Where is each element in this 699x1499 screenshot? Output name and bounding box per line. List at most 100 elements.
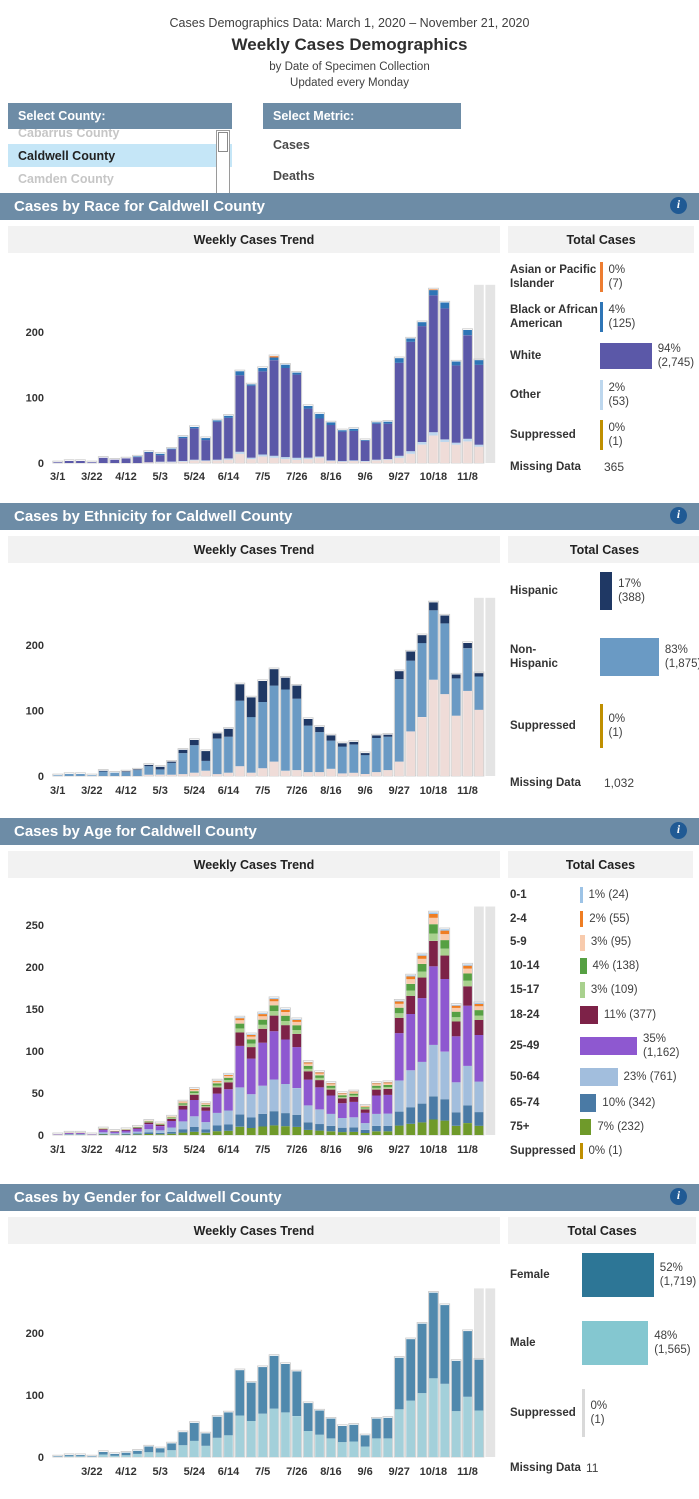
bar-segment-2-4-week-7/5[interactable] <box>258 1014 267 1017</box>
bar-segment-black-or-african-american-week-9/13[interactable] <box>372 422 381 424</box>
bar-segment-hispanic-week-10/25[interactable] <box>440 615 450 624</box>
bar-segment-other-week-5/3[interactable] <box>155 461 165 463</box>
bar-segment-0-1-week-6/21[interactable] <box>235 1017 245 1019</box>
bar-segment-2-4-week-8/30[interactable] <box>349 1091 359 1093</box>
bar-segment-25-49-week-4/5[interactable] <box>110 1131 119 1134</box>
bar-segment-0-1-week-11/8[interactable] <box>463 964 472 966</box>
bar-segment-other-week-8/9[interactable] <box>315 456 324 458</box>
bar-segment-non-hispanic-week-10/4[interactable] <box>406 660 415 732</box>
bar-segment-missing-week-5/24[interactable] <box>190 772 199 777</box>
bar-segment-white-week-4/5[interactable] <box>110 459 119 464</box>
bar-segment-black-or-african-american-week-4/19[interactable] <box>133 456 142 458</box>
bar-segment-50-64-week-6/14[interactable] <box>224 1110 233 1125</box>
bar-segment-10-14-week-9/27[interactable] <box>394 1007 404 1014</box>
bar-segment-75+-week-6/28[interactable] <box>246 1128 256 1136</box>
bar-segment-18-24-week-5/3[interactable] <box>155 1124 165 1127</box>
bar-segment-75+-week-6/21[interactable] <box>235 1126 245 1136</box>
bar-segment-female-week-7/5[interactable] <box>258 1367 267 1414</box>
bar-segment-5-9-week-9/27[interactable] <box>394 1003 404 1008</box>
bar-segment-5-9-week-11/15[interactable] <box>474 1006 484 1011</box>
bar-segment-5-9-week-11/1[interactable] <box>451 1008 461 1012</box>
bar-segment-male-week-6/28[interactable] <box>246 1421 256 1458</box>
bar-segment-65-74-week-7/5[interactable] <box>258 1113 267 1127</box>
bar-segment-black-or-african-american-week-8/2[interactable] <box>303 406 313 409</box>
bar-segment-other-week-9/13[interactable] <box>372 459 381 461</box>
bar-segment-18-24-week-10/18[interactable] <box>429 941 438 967</box>
bar-segment-hispanic-week-9/6[interactable] <box>360 753 370 756</box>
legend-row-0-1[interactable]: 0-1 1% (24) <box>510 887 693 904</box>
bar-segment-missing-week-8/9[interactable] <box>315 772 324 777</box>
bar-segment-missing-week-9/27[interactable] <box>394 457 404 464</box>
bar-segment-hispanic-week-5/17[interactable] <box>178 749 188 754</box>
bar-segment-missing-week-6/21[interactable] <box>235 453 245 464</box>
bar-segment-hispanic-week-11/1[interactable] <box>451 674 461 679</box>
bar-segment-white-week-9/20[interactable] <box>383 423 393 460</box>
bar-segment-white-week-7/12[interactable] <box>269 360 279 456</box>
legend-row-white[interactable]: White 94% (2,745) <box>510 342 694 371</box>
bar-segment-25-49-week-7/12[interactable] <box>269 1031 279 1080</box>
bar-segment-75+-week-10/4[interactable] <box>406 1123 415 1136</box>
bar-segment-0-1-week-10/11[interactable] <box>417 954 427 956</box>
bar-segment-18-24-week-10/4[interactable] <box>406 995 415 1015</box>
bar-segment-50-64-week-3/8[interactable] <box>64 1134 74 1135</box>
bar-segment-0-1-week-7/5[interactable] <box>258 1013 267 1015</box>
bar-segment-male-week-5/31[interactable] <box>201 1445 211 1458</box>
bar-segment-female-week-5/24[interactable] <box>190 1423 199 1442</box>
bar-segment-missing-week-8/16[interactable] <box>326 461 336 464</box>
bar-segment-missing-week-9/6[interactable] <box>360 774 370 777</box>
bar-segment-missing-week-5/17[interactable] <box>178 461 188 464</box>
bar-segment-other-week-11/1[interactable] <box>451 442 461 445</box>
bar-segment-male-week-3/15[interactable] <box>76 1456 85 1458</box>
bar-segment-15-17-week-7/5[interactable] <box>258 1024 267 1029</box>
bar-segment-10-14-week-5/3[interactable] <box>155 1124 165 1125</box>
bar-segment-10-14-week-8/2[interactable] <box>303 1065 313 1070</box>
bar-segment-female-week-7/19[interactable] <box>281 1364 290 1413</box>
bar-segment-50-64-week-8/9[interactable] <box>315 1109 324 1125</box>
bar-segment-non-hispanic-week-11/15[interactable] <box>474 676 484 710</box>
bar-segment-other-week-8/30[interactable] <box>349 460 359 462</box>
bar-segment-25-49-week-11/15[interactable] <box>474 1035 484 1082</box>
bar-segment-18-24-week-7/26[interactable] <box>292 1034 302 1048</box>
bar-segment-0-1-week-6/28[interactable] <box>246 1034 256 1036</box>
bar-segment-10-14-week-11/8[interactable] <box>463 973 472 981</box>
bar-segment-black-or-african-american-week-11/1[interactable] <box>451 361 461 366</box>
bar-segment-black-or-african-american-week-6/7[interactable] <box>212 420 222 422</box>
bar-segment-missing-week-8/23[interactable] <box>338 461 347 464</box>
bar-segment-25-49-week-4/26[interactable] <box>144 1124 154 1130</box>
legend-swatch[interactable] <box>600 638 659 677</box>
bar-segment-5-9-week-10/4[interactable] <box>406 979 415 984</box>
bar-segment-non-hispanic-week-7/12[interactable] <box>269 685 279 762</box>
bar-segment-non-hispanic-week-9/13[interactable] <box>372 738 381 773</box>
bar-segment-75+-week-9/13[interactable] <box>372 1131 381 1136</box>
bar-segment-50-64-week-10/18[interactable] <box>429 1044 438 1097</box>
bar-segment-non-hispanic-week-10/25[interactable] <box>440 623 450 695</box>
metric-option-cases[interactable]: Cases <box>273 138 310 153</box>
bar-segment-missing-week-5/17[interactable] <box>178 774 188 777</box>
bar-segment-white-week-8/23[interactable] <box>338 431 347 462</box>
bar-segment-male-week-5/10[interactable] <box>167 1450 176 1458</box>
bar-segment-missing-week-11/8[interactable] <box>463 441 472 464</box>
bar-segment-hispanic-week-11/8[interactable] <box>463 643 472 649</box>
legend-row-other[interactable]: Other 2% (53) <box>510 380 694 411</box>
bar-segment-hispanic-week-8/23[interactable] <box>338 743 347 747</box>
bar-segment-white-week-5/3[interactable] <box>155 455 165 462</box>
bar-segment-female-week-4/19[interactable] <box>133 1450 142 1455</box>
bar-segment-65-74-week-9/6[interactable] <box>360 1130 370 1134</box>
bar-segment-25-49-week-10/25[interactable] <box>440 979 450 1052</box>
legend-row-non-hispanic[interactable]: Non-Hispanic 83% (1,875) <box>510 638 699 677</box>
bar-segment-non-hispanic-week-4/19[interactable] <box>133 770 142 777</box>
bar-segment-white-week-10/18[interactable] <box>429 295 438 433</box>
bar-segment-female-week-10/25[interactable] <box>440 1305 450 1384</box>
bar-segment-10-14-week-9/13[interactable] <box>372 1085 381 1089</box>
bar-segment-black-or-african-american-week-7/12[interactable] <box>269 357 279 361</box>
legend-row-black-or-african-american[interactable]: Black or African American 4% (125) <box>510 301 694 332</box>
bar-segment-black-or-african-american-week-10/4[interactable] <box>406 338 415 342</box>
bar-segment-10-14-week-7/5[interactable] <box>258 1019 267 1025</box>
bar-segment-non-hispanic-week-4/12[interactable] <box>121 772 131 777</box>
bar-segment-65-74-week-5/10[interactable] <box>167 1131 176 1134</box>
bar-segment-50-64-week-5/17[interactable] <box>178 1121 188 1130</box>
bar-segment-10-14-week-4/26[interactable] <box>144 1121 154 1123</box>
bar-segment-missing-week-11/15[interactable] <box>474 446 484 464</box>
bar-segment-male-week-5/24[interactable] <box>190 1441 199 1458</box>
bar-segment-other-week-11/15[interactable] <box>474 444 484 447</box>
